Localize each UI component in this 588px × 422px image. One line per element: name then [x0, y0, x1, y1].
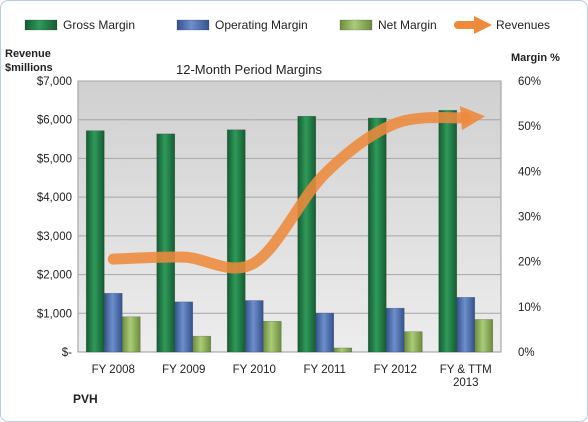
x-tick-label: FY 2009 — [162, 364, 205, 376]
operating-margin-bar — [103, 292, 123, 353]
left-tick-label: $6,000 — [37, 115, 72, 127]
revenues-line — [107, 106, 486, 274]
left-tick-label: $5,000 — [37, 153, 72, 165]
legend-swatch — [176, 19, 210, 31]
net-margin-bar — [192, 335, 212, 353]
legend-label: Gross Margin — [63, 18, 135, 32]
left-tick-label: $1,000 — [37, 308, 72, 320]
left-tick-label: $2,000 — [37, 270, 72, 282]
x-tick-label: FY 2010 — [233, 364, 276, 376]
net-margin-bar — [262, 320, 282, 353]
net-margin-bar — [121, 316, 141, 353]
x-axis-ticks: FY 2008 FY 2009 FY 2010 FY 2011 FY 2012 FY & … — [92, 364, 492, 389]
legend-swatch — [339, 19, 373, 31]
legend-operating-margin: Operating Margin — [176, 18, 308, 32]
right-tick-label: 10% — [518, 302, 541, 314]
left-axis-label-line2: $millions — [5, 62, 53, 74]
net-margin-bar — [403, 331, 423, 353]
operating-margin-bar — [174, 301, 194, 353]
legend-gross-margin: Gross Margin — [24, 18, 135, 32]
company-label: PVH — [73, 392, 98, 406]
right-axis-ticks: 0% 10% 20% 30% 40% 50% 60% — [518, 76, 541, 359]
right-tick-label: 0% — [518, 347, 535, 359]
right-tick-label: 20% — [518, 257, 541, 269]
x-tick-label: FY 2012 — [374, 364, 417, 376]
legend-net-margin: Net Margin — [339, 18, 437, 32]
bar-group — [85, 110, 494, 353]
left-axis-label-line1: Revenue — [5, 48, 51, 60]
legend: Gross Margin Operating Margin Net Margin Re… — [24, 16, 550, 34]
gross-margin-bar — [85, 130, 105, 353]
right-tick-label: 50% — [518, 121, 541, 133]
operating-margin-bar — [385, 307, 405, 353]
right-tick-label: 60% — [518, 76, 541, 88]
left-axis-ticks: $- $1,000 $2,000 $3,000 $4,000 $5,000 $6,000 $7… — [37, 76, 72, 359]
left-tick-label: $3,000 — [37, 231, 72, 243]
gross-margin-bar — [367, 117, 387, 353]
gross-margin-bar — [226, 129, 246, 353]
right-tick-label: 30% — [518, 212, 541, 224]
legend-label: Operating Margin — [215, 18, 308, 32]
legend-arrow — [474, 16, 492, 34]
gross-margin-bar — [156, 133, 176, 353]
legend-revenues: Revenues — [454, 16, 550, 34]
net-margin-bar — [474, 319, 494, 353]
right-tick-label: 40% — [518, 166, 541, 178]
left-tick-label: $- — [62, 347, 72, 359]
left-tick-label: $4,000 — [37, 192, 72, 204]
gross-margin-bar — [297, 115, 317, 353]
right-axis-label: Margin % — [511, 52, 560, 64]
x-tick-label: FY 2011 — [304, 364, 346, 376]
operating-margin-bar — [456, 297, 476, 353]
revenue-line-group — [107, 106, 486, 274]
left-tick-label: $7,000 — [37, 76, 72, 88]
gross-margin-bar — [438, 110, 458, 353]
operating-margin-bar — [244, 300, 264, 353]
legend-swatch — [24, 19, 58, 31]
legend-label: Revenues — [496, 18, 550, 32]
x-tick-label: FY 2008 — [92, 364, 135, 376]
legend-label: Net Margin — [378, 18, 437, 32]
chart-title: 12-Month Period Margins — [176, 62, 322, 77]
operating-margin-bar — [315, 312, 335, 353]
net-margin-bar — [333, 347, 353, 353]
x-tick-label: FY & TTM 2013 — [440, 364, 492, 389]
